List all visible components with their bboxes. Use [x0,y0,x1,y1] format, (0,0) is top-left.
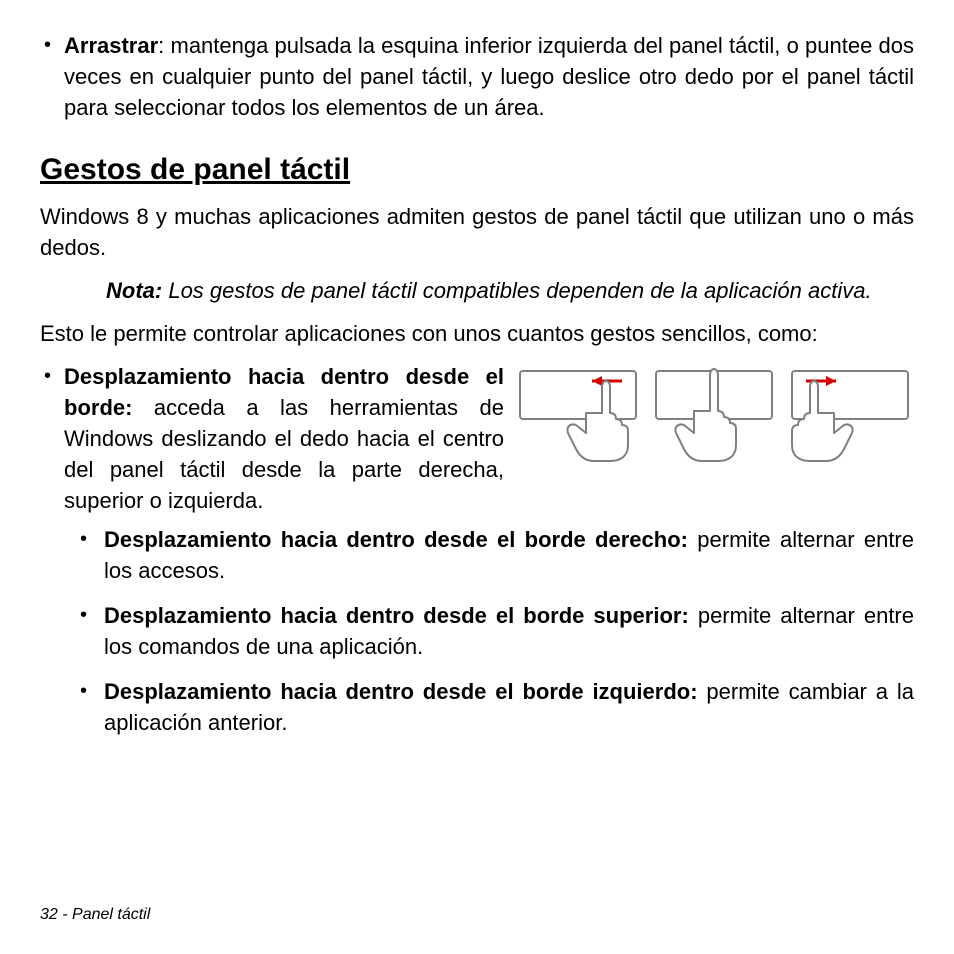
para-2: Esto le permite controlar aplicaciones c… [40,318,914,349]
edge-bullet: Desplazamiento hacia dentro desde el bor… [64,361,914,516]
gesture-figure [514,365,914,465]
sub-list: Desplazamiento hacia dentro desde el bor… [40,524,914,738]
sub-item-1: Desplazamiento hacia dentro desde el bor… [104,600,914,662]
gesture-top-edge-icon [650,365,778,465]
edge-list: Desplazamiento hacia dentro desde el bor… [40,361,914,516]
note-block: Nota: Los gestos de panel táctil compati… [106,275,914,306]
intro-text: : mantenga pulsada la esquina inferior i… [64,33,914,120]
sub-item-2: Desplazamiento hacia dentro desde el bor… [104,676,914,738]
note-text: Los gestos de panel táctil compatibles d… [162,278,871,303]
sub-term-1: Desplazamiento hacia dentro desde el bor… [104,603,689,628]
sub-term-2: Desplazamiento hacia dentro desde el bor… [104,679,698,704]
gesture-right-edge-icon [514,365,642,465]
intro-term: Arrastrar [64,33,158,58]
document-page: Arrastrar: mantenga pulsada la esquina i… [0,0,954,954]
page-footer: 32 - Panel táctil [40,906,150,924]
para-1: Windows 8 y muchas aplicaciones admiten … [40,201,914,263]
sub-item-0: Desplazamiento hacia dentro desde el bor… [104,524,914,586]
gesture-left-edge-icon [786,365,914,465]
section-heading: Gestos de panel táctil [40,153,914,187]
note-label: Nota: [106,278,162,303]
intro-bullet: Arrastrar: mantenga pulsada la esquina i… [64,30,914,123]
sub-term-0: Desplazamiento hacia dentro desde el bor… [104,527,688,552]
intro-list: Arrastrar: mantenga pulsada la esquina i… [40,30,914,123]
